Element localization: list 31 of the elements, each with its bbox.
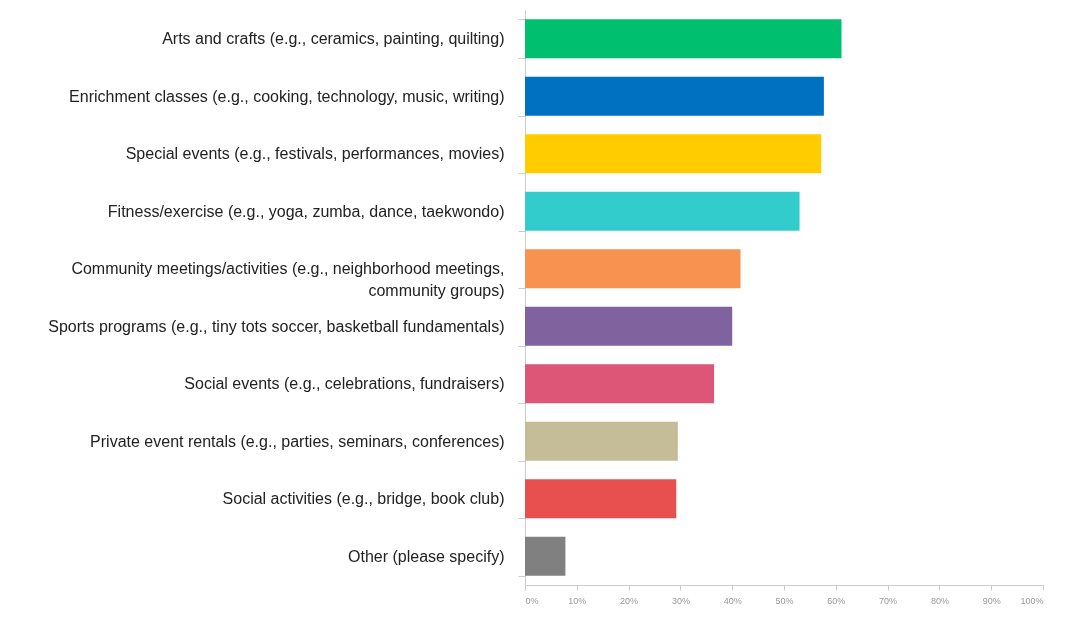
y-tick-label: Other (please specify) <box>347 547 505 565</box>
bar <box>525 134 822 174</box>
y-tick-label: Community meetings/activities (e.g., neighborhood meetings, community groups) <box>71 260 505 300</box>
x-tick-label: 80% <box>930 595 949 606</box>
x-tick-label: 20% <box>620 595 639 606</box>
x-tick-label: 0% <box>525 595 539 606</box>
x-tick-label: 10% <box>568 595 587 606</box>
x-tick-label: 60% <box>827 595 846 606</box>
bar <box>525 421 678 461</box>
x-tick-label: 90% <box>982 595 1001 606</box>
x-tick-label: 70% <box>879 595 898 606</box>
y-tick-label: Private event rentals (e.g., parties, seminars, conferences) <box>90 432 505 450</box>
bar <box>525 536 566 576</box>
bar <box>525 19 842 59</box>
y-tick-label: Sports programs (e.g., tiny tots soccer, basketball fundamentals) <box>48 317 505 335</box>
bar <box>525 249 741 289</box>
bar <box>525 364 715 404</box>
x-tick-label: 50% <box>775 595 794 606</box>
x-tick-label: 30% <box>671 595 690 606</box>
bar <box>525 306 733 346</box>
y-tick-label: Fitness/exercise (e.g., yoga, zumba, dance, taekwondo) <box>107 202 505 220</box>
x-tick-label: 40% <box>723 595 742 606</box>
y-tick-label: Arts and crafts (e.g., ceramics, painting, quilting) <box>162 30 505 48</box>
bar <box>525 191 800 231</box>
y-tick-label: Enrichment classes (e.g., cooking, technology, music, writing) <box>69 87 505 105</box>
y-tick-label: Special events (e.g., festivals, performances, movies) <box>125 145 505 163</box>
x-tick-label: 100% <box>1020 595 1044 606</box>
bar <box>525 479 677 519</box>
bar <box>525 76 824 116</box>
y-tick-label: Social events (e.g., celebrations, fundraisers) <box>184 375 505 393</box>
y-tick-label: Social activities (e.g., bridge, book club) <box>222 490 505 508</box>
